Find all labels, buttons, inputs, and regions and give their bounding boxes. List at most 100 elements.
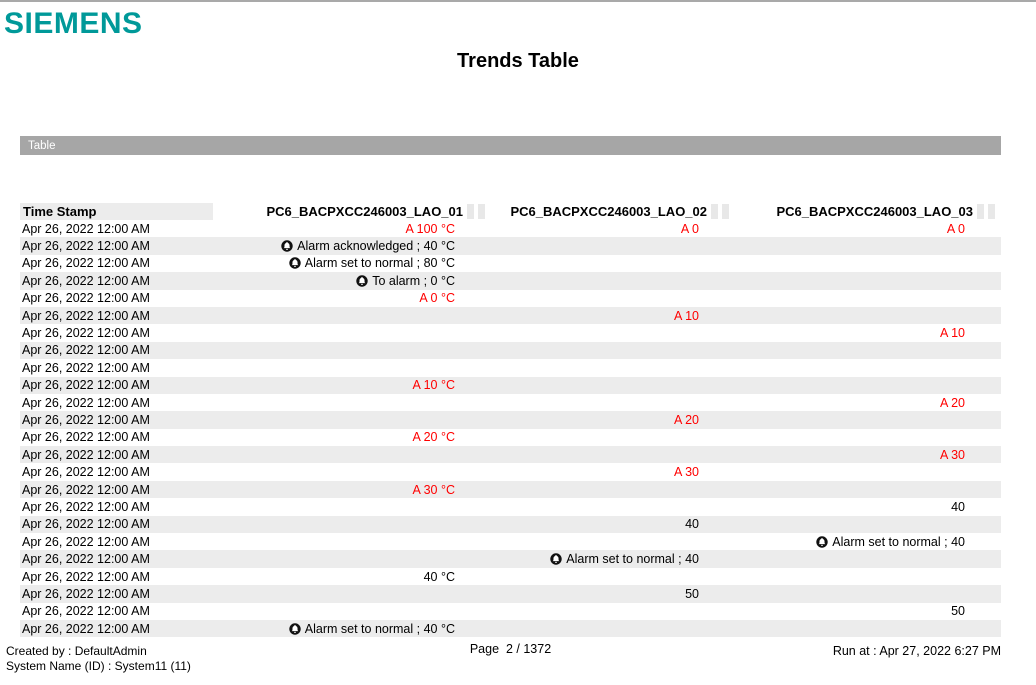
timestamp-cell: Apr 26, 2022 12:00 AM	[22, 465, 150, 480]
column-separator	[463, 342, 507, 359]
table-row: Apr 26, 2022 12:00 AM A 10	[20, 324, 1001, 342]
column-separator	[707, 359, 753, 376]
footer-page-indicator: Page 2 / 1372	[469, 642, 552, 656]
column-separator	[973, 359, 1001, 376]
value-cell-lao-03	[753, 255, 973, 272]
trend-value: A 0	[946, 221, 965, 236]
value-cell-lao-03	[753, 550, 973, 567]
column-separator	[973, 377, 1001, 394]
trend-value: A 20	[673, 412, 699, 427]
timestamp-cell: Apr 26, 2022 12:00 AM	[22, 360, 150, 375]
value-cell-lao-03	[753, 620, 973, 637]
column-separator	[707, 550, 753, 567]
table-row: Apr 26, 2022 12:00 AM Alarm acknowledged …	[20, 237, 1001, 255]
value-cell-lao-02: Alarm set to normal ; 40	[507, 550, 707, 567]
value-cell-lao-03	[753, 359, 973, 376]
column-separator	[973, 585, 1001, 602]
column-separator	[707, 481, 753, 498]
value-cell-lao-01	[213, 359, 463, 376]
value-cell-lao-03: A 20	[753, 394, 973, 411]
column-separator	[707, 272, 753, 289]
value-cell-lao-01	[213, 550, 463, 567]
column-separator	[973, 307, 1001, 324]
column-separator	[973, 498, 1001, 515]
value-cell-lao-01: Alarm acknowledged ; 40 °C	[213, 237, 463, 254]
trend-value: A 10	[673, 308, 699, 323]
table-row: Apr 26, 2022 12:00 AM 40	[20, 498, 1001, 516]
table-row: Apr 26, 2022 12:00 AM A 100 °C A 0 A 0	[20, 220, 1001, 238]
value-cell-lao-02	[507, 359, 707, 376]
value-cell-lao-01	[213, 533, 463, 550]
alarm-bell-icon	[816, 536, 828, 548]
timestamp-cell: Apr 26, 2022 12:00 AM	[22, 447, 150, 462]
column-separator	[973, 394, 1001, 411]
column-header-lao-01: PC6_BACPXCC246003_LAO_01	[266, 204, 463, 219]
column-header-lao-02: PC6_BACPXCC246003_LAO_02	[510, 204, 707, 219]
trend-value: 40 °C	[423, 569, 455, 584]
trend-value: 40	[685, 517, 699, 532]
column-separator	[707, 307, 753, 324]
alarm-bell-icon	[356, 275, 368, 287]
table-row: Apr 26, 2022 12:00 AM	[20, 341, 1001, 360]
timestamp-cell: Apr 26, 2022 12:00 AM	[22, 326, 150, 341]
column-separator	[707, 394, 753, 411]
timestamp-cell: Apr 26, 2022 12:00 AM	[22, 430, 150, 445]
column-separator	[707, 377, 753, 394]
table-row: Apr 26, 2022 12:00 AM To alarm ; 0 °C	[20, 272, 1001, 290]
value-cell-lao-02: 40	[507, 516, 707, 533]
column-separator	[707, 411, 753, 428]
column-separator	[707, 463, 753, 480]
column-separator	[707, 324, 753, 341]
column-separator	[707, 620, 753, 637]
timestamp-cell: Apr 26, 2022 12:00 AM	[22, 343, 150, 358]
top-border	[0, 0, 1036, 2]
value-cell-lao-01	[213, 307, 463, 324]
trend-value: 50	[951, 604, 965, 619]
value-cell-lao-03: 50	[753, 603, 973, 620]
column-separator	[463, 324, 507, 341]
column-separator	[707, 255, 753, 272]
footer-run-at: Run at : Apr 27, 2022 6:27 PM	[832, 644, 1001, 658]
column-separator	[973, 620, 1001, 637]
value-cell-lao-03	[753, 307, 973, 324]
column-separator	[463, 203, 507, 220]
alarm-bell-icon	[550, 553, 562, 565]
timestamp-cell: Apr 26, 2022 12:00 AM	[22, 586, 150, 601]
trend-value: To alarm ; 0 °C	[372, 273, 455, 288]
trend-value: Alarm acknowledged ; 40 °C	[297, 239, 455, 254]
value-cell-lao-02	[507, 498, 707, 515]
timestamp-cell: Apr 26, 2022 12:00 AM	[22, 534, 150, 549]
trend-value: Alarm set to normal ; 80 °C	[304, 256, 455, 271]
table-row: Apr 26, 2022 12:00 AM A 20	[20, 411, 1001, 429]
section-header-bar: Table	[20, 136, 1001, 155]
timestamp-cell: Apr 26, 2022 12:00 AM	[22, 256, 150, 271]
value-cell-lao-03: A 0	[753, 220, 973, 237]
column-separator	[973, 516, 1001, 533]
value-cell-lao-03	[753, 585, 973, 602]
column-separator	[463, 550, 507, 567]
value-cell-lao-02	[507, 342, 707, 359]
trend-value: A 10	[939, 326, 965, 341]
timestamp-cell: Apr 26, 2022 12:00 AM	[22, 308, 150, 323]
alarm-bell-icon	[289, 622, 301, 635]
value-cell-lao-01	[213, 446, 463, 463]
value-cell-lao-01	[213, 585, 463, 602]
timestamp-cell: Apr 26, 2022 12:00 AM	[22, 569, 150, 584]
column-separator	[973, 237, 1001, 254]
column-separator	[973, 568, 1001, 585]
column-separator	[707, 203, 753, 220]
page-title: Trends Table	[457, 50, 579, 72]
value-cell-lao-01: A 100 °C	[213, 220, 463, 237]
trend-value: A 30 °C	[412, 482, 455, 497]
value-cell-lao-03: A 10	[753, 324, 973, 341]
value-cell-lao-01: Alarm set to normal ; 40 °C	[213, 620, 463, 637]
trend-value: Alarm set to normal ; 40 °C	[304, 621, 455, 636]
column-separator	[463, 446, 507, 463]
timestamp-cell: Apr 26, 2022 12:00 AM	[22, 517, 150, 532]
column-separator	[463, 307, 507, 324]
table-row: Apr 26, 2022 12:00 AM A 0 °C	[20, 289, 1001, 307]
column-separator	[463, 359, 507, 376]
value-cell-lao-03	[753, 568, 973, 585]
